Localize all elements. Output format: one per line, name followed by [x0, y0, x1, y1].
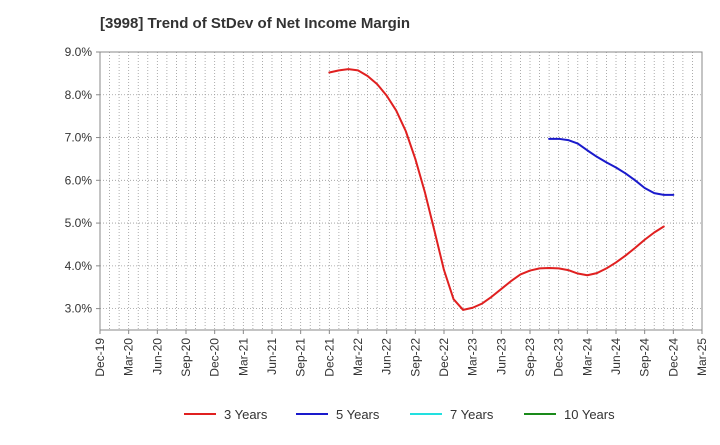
x-tick-label: Dec-19 — [93, 338, 107, 377]
x-tick-label: Sep-24 — [638, 338, 652, 377]
x-tick-label: Jun-24 — [609, 338, 623, 375]
x-tick-label: Mar-22 — [351, 338, 365, 376]
x-tick-label: Dec-21 — [322, 338, 336, 377]
plot-frame — [99, 51, 703, 331]
chart-title: [3998] Trend of StDev of Net Income Marg… — [100, 15, 410, 32]
legend-label: 7 Years — [450, 407, 494, 422]
x-tick-label: Mar-25 — [695, 338, 709, 376]
y-tick-label: 3.0% — [65, 302, 93, 316]
grid — [100, 51, 702, 330]
y-axis: 3.0% 4.0% 5.0% 6.0% 7.0% 8.0% 9.0% — [65, 45, 100, 316]
x-tick-label: Sep-21 — [294, 338, 308, 377]
legend: 3 Years 5 Years 7 Years 10 Years — [184, 407, 615, 422]
x-tick-label: Mar-23 — [466, 338, 480, 376]
x-tick-label: Dec-23 — [552, 338, 566, 377]
x-tick-label: Mar-24 — [580, 338, 594, 376]
x-tick-label: Dec-22 — [437, 338, 451, 377]
series-line-3-years — [328, 68, 665, 311]
x-tick-label: Sep-22 — [408, 338, 422, 377]
series-layer — [328, 68, 675, 311]
x-tick-label: Mar-20 — [122, 338, 136, 376]
y-tick-label: 5.0% — [65, 216, 93, 230]
x-axis: Dec-19 Mar-20 Jun-20 Sep-20 Dec-20 Mar-21 Jun-… — [93, 330, 709, 377]
x-tick-label: Sep-23 — [523, 338, 537, 377]
y-tick-label: 7.0% — [65, 131, 93, 145]
x-tick-label: Dec-24 — [666, 338, 680, 377]
y-tick-label: 6.0% — [65, 173, 93, 187]
x-tick-label: Jun-23 — [494, 338, 508, 375]
x-tick-label: Sep-20 — [179, 338, 193, 377]
x-tick-label: Dec-20 — [208, 338, 222, 377]
series-line-5-years — [548, 137, 675, 196]
y-tick-label: 8.0% — [65, 88, 93, 102]
x-tick-label: Jun-21 — [265, 338, 279, 375]
x-tick-label: Mar-21 — [236, 338, 250, 376]
legend-label: 10 Years — [564, 407, 615, 422]
y-tick-label: 4.0% — [65, 259, 93, 273]
legend-label: 3 Years — [224, 407, 268, 422]
x-tick-label: Jun-20 — [150, 338, 164, 375]
x-tick-label: Jun-22 — [380, 338, 394, 375]
y-tick-label: 9.0% — [65, 45, 93, 59]
legend-label: 5 Years — [336, 407, 380, 422]
